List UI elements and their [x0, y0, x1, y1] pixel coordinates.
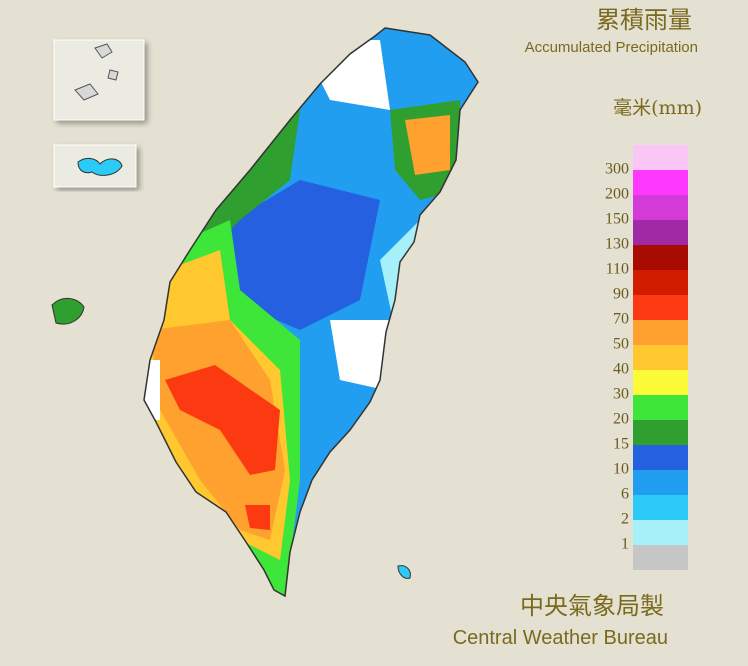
legend-swatch	[633, 545, 688, 570]
island	[51, 298, 85, 325]
legend-swatch	[633, 345, 688, 370]
legend-swatch	[633, 445, 688, 470]
island	[77, 157, 123, 176]
legend-unit: 毫米(mm)	[613, 97, 702, 119]
legend-tick-label: 110	[606, 261, 629, 278]
legend-swatch	[633, 295, 688, 320]
agency: 中央氣象局製	[520, 592, 664, 620]
legend-swatch	[633, 270, 688, 295]
legend-swatch	[633, 470, 688, 495]
legend-swatch	[633, 245, 688, 270]
coastline	[143, 27, 479, 598]
legend-tick-label: 130	[605, 236, 629, 253]
legend-tick-label: 300	[605, 161, 629, 178]
legend-swatch	[633, 170, 688, 195]
legend-swatch	[633, 220, 688, 245]
legend-swatch	[633, 145, 688, 170]
legend-swatch	[633, 420, 688, 445]
legend-swatch	[633, 370, 688, 395]
map-title: 累積雨量	[596, 6, 692, 34]
map-subtitle: Accumulated Precipitation	[525, 39, 698, 56]
legend-tick-label: 1	[621, 536, 629, 553]
legend-tick-label: 6	[621, 486, 629, 503]
legend-swatch	[633, 395, 688, 420]
legend-tick-label: 70	[613, 311, 629, 328]
legend-tick-label: 90	[613, 286, 629, 303]
agency-en: Central Weather Bureau	[453, 627, 668, 649]
legend-tick-label: 40	[613, 361, 629, 378]
island	[397, 565, 411, 579]
legend-tick-label: 20	[613, 411, 629, 428]
island	[74, 43, 119, 101]
legend-swatch	[633, 320, 688, 345]
legend-tick-label: 10	[613, 461, 629, 478]
legend-swatch	[633, 495, 688, 520]
legend-tick-label: 200	[605, 186, 629, 203]
legend-swatch	[633, 520, 688, 545]
legend-tick-label: 50	[613, 336, 629, 353]
legend: 300 200 150 130 110 90 70 50 40 30 20 15 10 6 2 1	[605, 145, 688, 570]
legend-tick-label: 15	[613, 436, 629, 453]
legend-swatch	[633, 195, 688, 220]
legend-tick-label: 2	[621, 511, 629, 528]
legend-tick-label: 150	[605, 211, 629, 228]
legend-tick-label: 30	[613, 386, 629, 403]
